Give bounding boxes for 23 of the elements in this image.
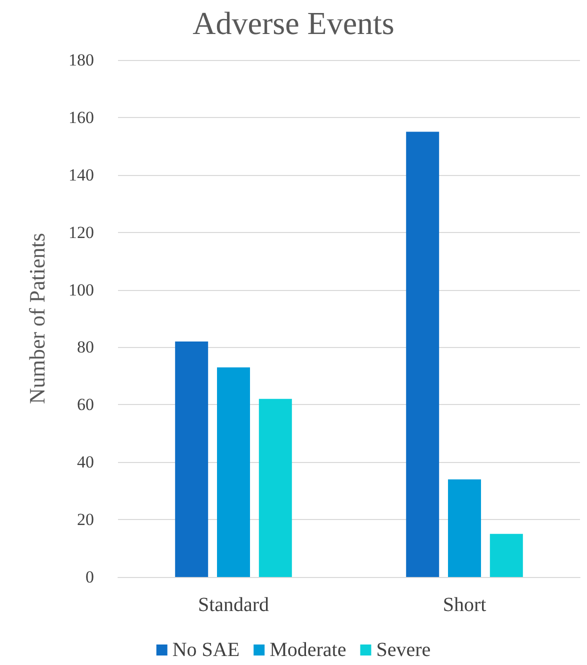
- y-tick-label: 80: [77, 338, 94, 357]
- y-tick-label: 20: [77, 510, 94, 530]
- legend-label: No SAE: [172, 639, 240, 661]
- y-tick-label: 160: [68, 108, 94, 127]
- bar: [490, 534, 523, 577]
- y-tick-label: 140: [68, 165, 94, 184]
- bar: [258, 398, 292, 577]
- x-tick-label: Short: [442, 594, 487, 616]
- chart-title: Adverse Events: [192, 5, 394, 41]
- y-tick-label: 100: [68, 280, 94, 300]
- bar: [217, 367, 250, 577]
- x-tick-label: Standard: [198, 594, 270, 616]
- bar: [406, 132, 440, 577]
- legend-label: Moderate: [270, 639, 346, 661]
- y-tick-label: 0: [86, 568, 94, 586]
- legend-label: Severe: [376, 639, 431, 661]
- y-tick-label: 180: [68, 50, 94, 70]
- bar: [448, 479, 481, 577]
- y-tick-label: 40: [77, 452, 94, 472]
- y-tick-label: 60: [77, 395, 94, 414]
- y-axis-title: Number of Patients: [24, 232, 50, 404]
- bar: [175, 341, 208, 577]
- y-tick-label: 120: [68, 222, 94, 242]
